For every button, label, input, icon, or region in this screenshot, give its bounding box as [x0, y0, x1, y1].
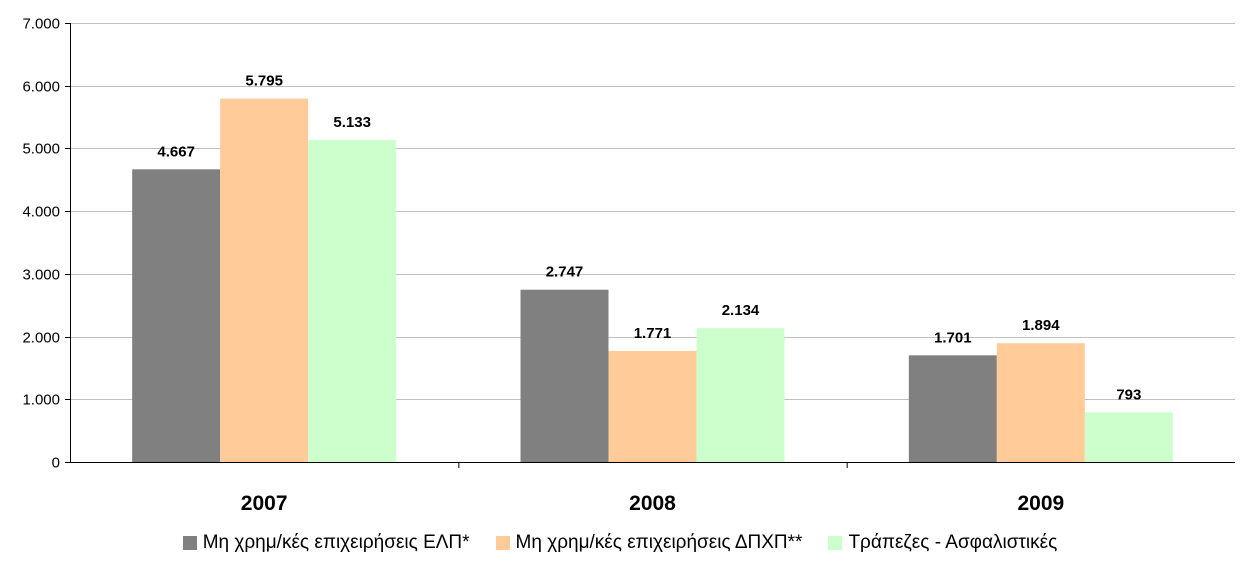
- legend-swatch-elp: [182, 536, 197, 550]
- legend-item-elp: Μη χρημ/κές επιχειρήσεις ΕΛΠ*: [182, 532, 470, 554]
- x-tick-label: 2008: [629, 492, 676, 515]
- bar: [220, 98, 309, 463]
- legend-label-banks: Τράπεζες - Ασφαλιστικές: [848, 532, 1058, 553]
- y-tick-label: 2.000: [22, 330, 60, 347]
- legend: Μη χρημ/κές επιχειρήσεις ΕΛΠ* Μη χρημ/κέ…: [0, 532, 1240, 554]
- x-tick-label: 2009: [1017, 492, 1064, 515]
- legend-item-dpxp: Μη χρημ/κές επιχειρήσεις ΔΠΧΠ**: [495, 532, 803, 554]
- legend-label-elp: Μη χρημ/κές επιχειρήσεις ΕΛΠ*: [202, 532, 470, 553]
- legend-swatch-banks: [828, 536, 843, 550]
- y-tick-label: 1.000: [22, 392, 60, 409]
- data-label: 2.747: [546, 264, 584, 281]
- axes: [65, 23, 1235, 468]
- bar: [132, 169, 221, 462]
- data-label: 2.134: [722, 302, 760, 319]
- data-label: 5.795: [245, 73, 283, 90]
- data-label: 1.771: [634, 325, 672, 342]
- y-tick-label: 3.000: [22, 267, 60, 284]
- bar: [520, 289, 609, 462]
- legend-label-dpxp: Μη χρημ/κές επιχειρήσεις ΔΠΧΠ**: [515, 532, 803, 553]
- data-label: 1.701: [934, 329, 972, 346]
- legend-item-banks: Τράπεζες - Ασφαλιστικές: [828, 532, 1057, 554]
- legend-swatch-dpxp: [495, 536, 510, 550]
- y-tick-label: 5.000: [22, 141, 60, 158]
- y-tick-label: 4.000: [22, 204, 60, 221]
- bar: [1084, 412, 1173, 462]
- data-label: 793: [1116, 386, 1141, 403]
- bar: [696, 328, 785, 462]
- labels: 0 1.000 2.000 3.000 4.000 5.000 6.000 7.000 4.66…: [22, 16, 1141, 516]
- bars: [132, 98, 1173, 463]
- y-tick-label: 0: [52, 455, 60, 472]
- bar: [308, 140, 397, 462]
- x-tick-label: 2007: [241, 492, 288, 515]
- data-label: 4.667: [157, 143, 195, 160]
- bar: [608, 350, 697, 462]
- data-label: 1.894: [1022, 317, 1060, 334]
- data-label: 5.133: [333, 114, 371, 131]
- y-tick-label: 7.000: [22, 16, 60, 33]
- bar: [908, 355, 997, 462]
- y-tick-label: 6.000: [22, 79, 60, 96]
- bar: [996, 343, 1085, 462]
